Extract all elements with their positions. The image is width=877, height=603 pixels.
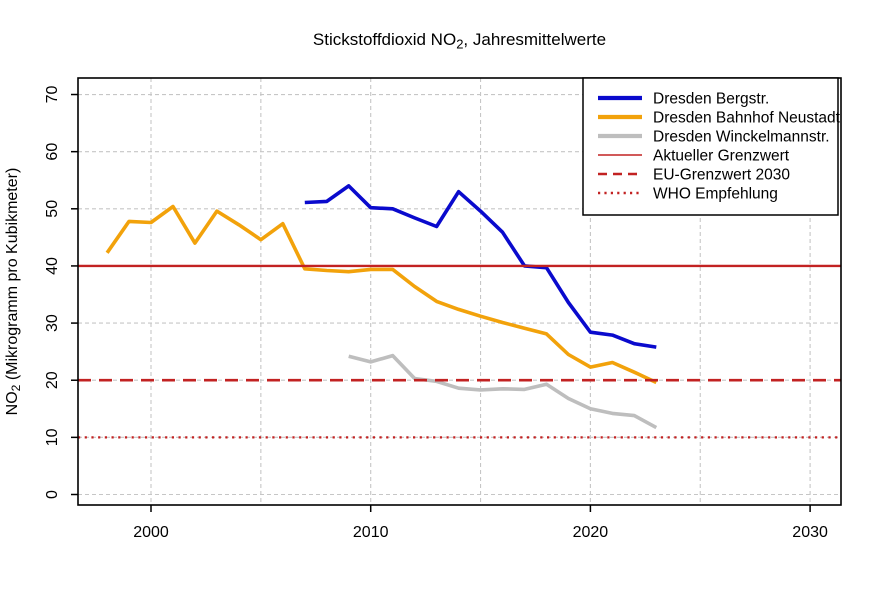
y-tick-label: 50 (44, 200, 61, 218)
plot-border (77, 77, 842, 506)
legend-label: Dresden Winckelmannstr. (653, 129, 830, 146)
chart-title: Stickstoffdioxid NO2, Jahresmittelwerte (313, 30, 606, 52)
y-tick-label: 40 (44, 257, 61, 275)
y-tick-label: 0 (44, 490, 61, 499)
x-tick-label: 2010 (353, 524, 389, 541)
legend-label: WHO Empfehlung (653, 186, 778, 203)
legend-label: EU-Grenzwert 2030 (653, 167, 790, 184)
y-axis: 0 10 20 30 40 50 60 70 (44, 86, 78, 499)
x-tick-label: 2020 (573, 524, 609, 541)
x-tick-label: 2030 (792, 524, 828, 541)
y-axis-label: NO2 (Mikrogramm pro Kubikmeter) (4, 168, 23, 416)
y-tick-label: 10 (44, 428, 61, 446)
y-tick-label: 20 (44, 371, 61, 389)
legend-label: Aktueller Grenzwert (653, 148, 790, 165)
series-line-dresden-bahnhof-neustadt (105, 204, 658, 385)
gridlines (78, 78, 841, 505)
y-tick-label: 60 (44, 143, 61, 161)
legend-label: Dresden Bergstr. (653, 91, 769, 108)
legend-label: Dresden Bahnhof Neustadt (653, 110, 841, 127)
series-line-dresden-bergstr (304, 184, 657, 349)
series-line-dresden-winckelmannstr (348, 353, 658, 430)
x-axis: 2000 2010 2020 2030 (133, 505, 828, 541)
legend: Dresden Bergstr. Dresden Bahnhof Neustadt… (582, 77, 841, 216)
x-tick-label: 2000 (133, 524, 169, 541)
y-tick-label: 70 (44, 86, 61, 104)
y-tick-label: 30 (44, 314, 61, 332)
